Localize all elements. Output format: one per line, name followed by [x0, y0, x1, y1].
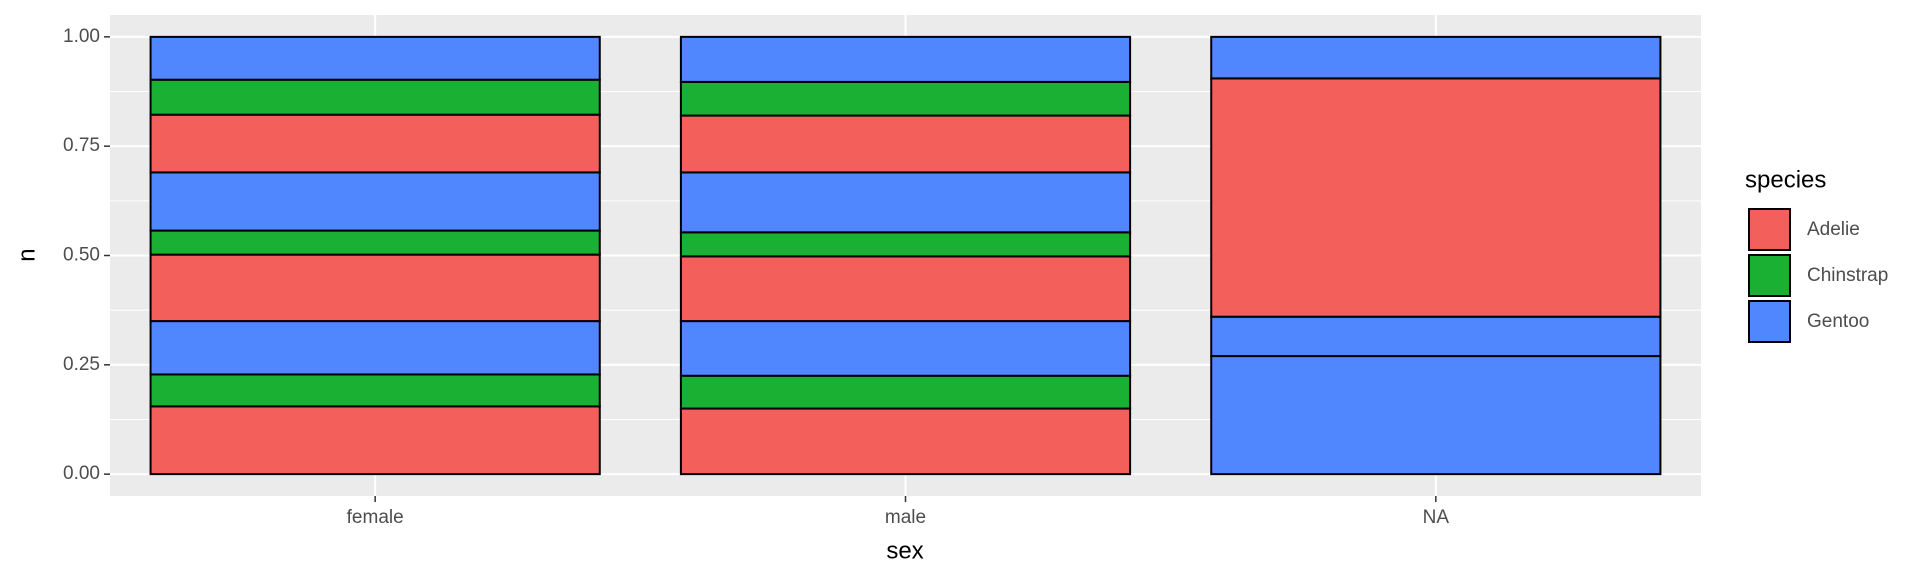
bar-segment	[1210, 355, 1662, 476]
legend-key	[1748, 208, 1791, 251]
bar-segment	[149, 405, 601, 476]
bar-segment	[149, 78, 601, 116]
bar-segment	[149, 253, 601, 323]
bar-segment	[679, 407, 1132, 476]
y-axis-title: n	[13, 248, 40, 261]
bar-segment	[679, 35, 1132, 83]
x-tick-label: NA	[1423, 507, 1450, 528]
legend-key	[1748, 300, 1791, 343]
marks	[149, 35, 1662, 476]
x-tick-label: male	[885, 507, 926, 528]
bar-segment	[679, 374, 1132, 410]
legend-label: Adelie	[1807, 219, 1860, 240]
bar-segment	[149, 171, 601, 232]
bar-segment	[149, 113, 601, 174]
y-tick-label: 0.50	[63, 245, 100, 266]
x-tick-label: female	[347, 507, 404, 528]
bar-segment	[1210, 35, 1662, 80]
legend-title: species	[1745, 166, 1826, 193]
bar-segment	[1210, 77, 1662, 318]
y-tick-label: 0.25	[63, 354, 100, 375]
bar-segment	[679, 171, 1132, 234]
bar-segment	[679, 80, 1132, 117]
bar-segment	[679, 231, 1132, 258]
bar-segment	[679, 255, 1132, 323]
bar-segment	[149, 320, 601, 376]
legend-label: Gentoo	[1807, 311, 1869, 332]
bar-segment	[679, 320, 1132, 377]
y-tick-label: 0.00	[63, 463, 100, 484]
x-axis-title: sex	[886, 537, 923, 564]
legend-label: Chinstrap	[1807, 265, 1888, 286]
bar-segment	[149, 373, 601, 408]
bar-segment	[149, 229, 601, 256]
bar-segment	[679, 114, 1132, 174]
bar-segment	[1210, 315, 1662, 358]
y-tick-label: 0.75	[63, 135, 100, 156]
y-tick-label: 1.00	[63, 26, 100, 47]
legend-key	[1748, 254, 1791, 297]
bar-segment	[149, 35, 601, 81]
